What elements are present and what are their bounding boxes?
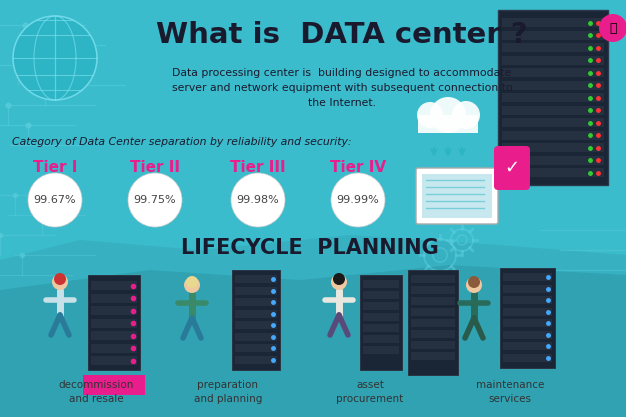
FancyBboxPatch shape — [500, 268, 555, 368]
FancyBboxPatch shape — [418, 115, 478, 133]
FancyBboxPatch shape — [502, 93, 604, 102]
FancyBboxPatch shape — [502, 68, 604, 77]
FancyBboxPatch shape — [235, 275, 277, 283]
Text: LIFECYCLE  PLANNING: LIFECYCLE PLANNING — [181, 238, 439, 258]
FancyBboxPatch shape — [503, 284, 552, 292]
Circle shape — [468, 276, 480, 288]
Circle shape — [54, 273, 66, 285]
Circle shape — [430, 97, 466, 133]
FancyBboxPatch shape — [502, 131, 604, 140]
Circle shape — [466, 277, 482, 293]
Circle shape — [186, 276, 198, 288]
FancyBboxPatch shape — [235, 356, 277, 364]
Circle shape — [452, 101, 480, 129]
Text: 99.98%: 99.98% — [237, 195, 279, 205]
FancyBboxPatch shape — [411, 319, 455, 327]
FancyBboxPatch shape — [88, 275, 140, 370]
Text: Tier II: Tier II — [130, 159, 180, 174]
FancyBboxPatch shape — [363, 302, 399, 310]
FancyBboxPatch shape — [503, 296, 552, 304]
FancyBboxPatch shape — [411, 286, 455, 294]
Circle shape — [28, 173, 82, 227]
Polygon shape — [0, 265, 626, 417]
Text: Tier III: Tier III — [230, 159, 286, 174]
Text: 99.75%: 99.75% — [134, 195, 177, 205]
FancyBboxPatch shape — [83, 375, 145, 395]
Text: What is  DATA center ?: What is DATA center ? — [156, 21, 528, 49]
Text: maintenance
services: maintenance services — [476, 380, 544, 404]
Text: Tier IV: Tier IV — [330, 159, 386, 174]
FancyBboxPatch shape — [503, 319, 552, 327]
FancyBboxPatch shape — [235, 344, 277, 352]
FancyBboxPatch shape — [91, 281, 137, 290]
FancyBboxPatch shape — [235, 298, 277, 306]
FancyBboxPatch shape — [235, 309, 277, 317]
FancyBboxPatch shape — [91, 331, 137, 340]
Text: 🔒: 🔒 — [609, 22, 617, 35]
Circle shape — [599, 14, 626, 42]
Polygon shape — [0, 235, 626, 417]
FancyBboxPatch shape — [502, 80, 604, 90]
FancyBboxPatch shape — [360, 275, 402, 370]
FancyBboxPatch shape — [494, 146, 530, 190]
FancyBboxPatch shape — [363, 335, 399, 343]
Circle shape — [231, 173, 285, 227]
FancyBboxPatch shape — [411, 352, 455, 360]
Text: preparation
and planning: preparation and planning — [194, 380, 262, 404]
FancyBboxPatch shape — [503, 354, 552, 362]
FancyBboxPatch shape — [411, 330, 455, 338]
FancyBboxPatch shape — [91, 344, 137, 352]
FancyBboxPatch shape — [502, 156, 604, 164]
FancyBboxPatch shape — [498, 10, 608, 185]
Circle shape — [128, 173, 182, 227]
FancyBboxPatch shape — [408, 270, 458, 375]
FancyBboxPatch shape — [502, 106, 604, 115]
FancyBboxPatch shape — [502, 18, 604, 27]
FancyBboxPatch shape — [502, 143, 604, 152]
FancyBboxPatch shape — [91, 306, 137, 315]
FancyBboxPatch shape — [422, 174, 492, 218]
FancyBboxPatch shape — [232, 270, 280, 370]
FancyBboxPatch shape — [411, 297, 455, 305]
Text: decommission
and resale: decommission and resale — [58, 380, 134, 404]
FancyBboxPatch shape — [235, 286, 277, 294]
FancyBboxPatch shape — [235, 332, 277, 341]
Text: Data processing center is  building designed to accommodate
server and network e: Data processing center is building desig… — [172, 68, 512, 108]
FancyBboxPatch shape — [502, 55, 604, 65]
FancyBboxPatch shape — [502, 168, 604, 177]
FancyBboxPatch shape — [411, 275, 455, 283]
Circle shape — [331, 274, 347, 290]
FancyBboxPatch shape — [502, 30, 604, 40]
Text: Tier I: Tier I — [33, 159, 77, 174]
FancyBboxPatch shape — [363, 291, 399, 299]
FancyBboxPatch shape — [363, 313, 399, 321]
FancyBboxPatch shape — [503, 307, 552, 316]
FancyBboxPatch shape — [363, 346, 399, 354]
FancyBboxPatch shape — [411, 308, 455, 316]
FancyBboxPatch shape — [502, 118, 604, 127]
FancyBboxPatch shape — [503, 273, 552, 281]
Circle shape — [13, 16, 97, 100]
FancyBboxPatch shape — [411, 341, 455, 349]
Text: asset
procurement: asset procurement — [336, 380, 404, 404]
FancyBboxPatch shape — [416, 168, 498, 224]
Text: Category of Data Center separation by reliability and security:: Category of Data Center separation by re… — [12, 137, 352, 147]
Circle shape — [333, 273, 345, 285]
FancyBboxPatch shape — [91, 356, 137, 365]
Circle shape — [52, 274, 68, 290]
FancyBboxPatch shape — [91, 319, 137, 327]
FancyBboxPatch shape — [91, 294, 137, 302]
Text: 99.67%: 99.67% — [34, 195, 76, 205]
FancyBboxPatch shape — [363, 324, 399, 332]
FancyBboxPatch shape — [235, 321, 277, 329]
Text: ✓: ✓ — [505, 159, 520, 177]
Circle shape — [184, 277, 200, 293]
FancyBboxPatch shape — [502, 43, 604, 52]
Circle shape — [417, 102, 443, 128]
Circle shape — [331, 173, 385, 227]
FancyBboxPatch shape — [363, 280, 399, 288]
FancyBboxPatch shape — [503, 342, 552, 350]
Text: 99.99%: 99.99% — [337, 195, 379, 205]
FancyBboxPatch shape — [503, 331, 552, 339]
